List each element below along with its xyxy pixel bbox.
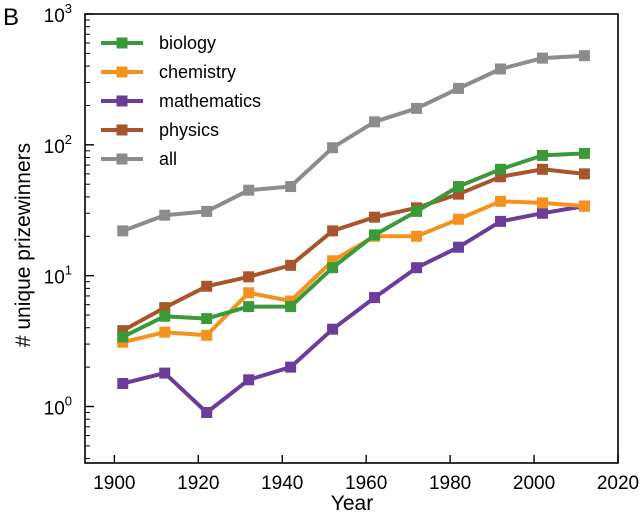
data-point-all bbox=[285, 181, 297, 193]
x-tick-label: 1920 bbox=[177, 473, 219, 494]
legend-swatch-marker bbox=[116, 95, 128, 107]
data-point-physics bbox=[369, 211, 381, 223]
data-point-chemistry bbox=[494, 195, 506, 207]
series-physics bbox=[117, 163, 590, 337]
data-point-physics bbox=[453, 188, 465, 200]
y-tick-label: 103 bbox=[44, 1, 72, 27]
data-point-physics bbox=[327, 225, 339, 237]
data-point-biology bbox=[159, 310, 171, 322]
data-point-biology bbox=[411, 205, 423, 217]
y-tick-label: 101 bbox=[44, 263, 72, 289]
data-point-all bbox=[327, 142, 339, 154]
data-point-all bbox=[578, 50, 590, 62]
data-point-physics bbox=[536, 163, 548, 175]
data-point-chemistry bbox=[201, 329, 213, 341]
legend-item-biology: biology bbox=[101, 33, 216, 53]
data-point-mathematics bbox=[243, 374, 255, 386]
legend: biology chemistry mathematics physics all bbox=[101, 33, 261, 169]
data-point-mathematics bbox=[201, 406, 213, 418]
series-line-biology bbox=[121, 151, 585, 339]
legend-label-biology: biology bbox=[159, 33, 216, 53]
plot-axes: 1900 1920 1940 1960 1980 2000 2020 100 101 102 103 bbox=[44, 1, 640, 494]
series-line-all bbox=[122, 53, 585, 233]
data-point-all bbox=[201, 205, 213, 217]
legend-swatch-marker bbox=[116, 124, 128, 136]
data-point-mathematics bbox=[494, 215, 506, 227]
legend-item-all: all bbox=[101, 149, 177, 169]
data-point-biology bbox=[243, 301, 255, 313]
data-point-biology bbox=[536, 149, 548, 161]
data-point-all bbox=[159, 209, 171, 221]
data-point-biology bbox=[494, 163, 506, 175]
data-point-all bbox=[536, 52, 548, 64]
series-layer bbox=[117, 50, 590, 418]
data-point-chemistry bbox=[453, 213, 465, 225]
data-point-biology bbox=[285, 301, 297, 313]
legend-label-chemistry: chemistry bbox=[159, 62, 236, 82]
y-tick-label: 100 bbox=[44, 394, 72, 420]
data-point-all bbox=[117, 225, 129, 237]
data-point-physics bbox=[243, 271, 255, 283]
x-axis-title: Year bbox=[331, 492, 373, 515]
legend-swatch-marker bbox=[116, 37, 128, 49]
series-mathematics bbox=[117, 200, 590, 418]
x-tick-label: 1900 bbox=[93, 473, 135, 494]
x-tick-label: 1960 bbox=[345, 473, 387, 494]
series-biology bbox=[117, 147, 590, 343]
legend-label-all: all bbox=[159, 149, 177, 169]
data-point-all bbox=[369, 116, 381, 128]
data-point-chemistry bbox=[243, 287, 255, 299]
legend-item-mathematics: mathematics bbox=[101, 91, 261, 111]
data-point-all bbox=[494, 63, 506, 75]
y-axis-title: # unique prizewinners bbox=[12, 143, 35, 347]
data-point-physics bbox=[159, 302, 171, 314]
data-point-mathematics bbox=[411, 262, 423, 274]
data-point-all bbox=[411, 102, 423, 114]
panel-label: B bbox=[3, 4, 19, 31]
data-point-biology bbox=[201, 313, 213, 325]
data-point-biology bbox=[578, 147, 590, 159]
series-line-mathematics bbox=[122, 204, 585, 415]
data-point-physics bbox=[201, 280, 213, 292]
data-point-mathematics bbox=[159, 367, 171, 379]
data-point-chemistry bbox=[536, 197, 548, 209]
data-point-mathematics bbox=[536, 207, 548, 219]
data-point-chemistry bbox=[285, 295, 297, 307]
x-tick-label: 1940 bbox=[261, 473, 303, 494]
data-point-chemistry bbox=[578, 200, 590, 212]
data-point-physics bbox=[117, 325, 129, 337]
data-point-biology bbox=[117, 331, 129, 343]
data-point-mathematics bbox=[453, 241, 465, 253]
y-tick-label: 102 bbox=[44, 132, 72, 158]
legend-item-chemistry: chemistry bbox=[101, 62, 236, 82]
data-point-biology bbox=[453, 181, 465, 193]
data-point-biology bbox=[369, 229, 381, 241]
series-line-chemistry bbox=[122, 199, 585, 345]
data-point-all bbox=[243, 184, 255, 196]
legend-item-physics: physics bbox=[101, 120, 219, 140]
data-point-mathematics bbox=[327, 323, 339, 335]
data-point-biology bbox=[327, 262, 339, 274]
series-all bbox=[117, 50, 590, 237]
data-point-mathematics bbox=[117, 377, 129, 389]
legend-label-physics: physics bbox=[159, 120, 219, 140]
data-point-chemistry bbox=[411, 230, 423, 242]
x-tick-label: 1980 bbox=[429, 473, 471, 494]
series-line-physics bbox=[121, 167, 585, 333]
data-point-all bbox=[453, 82, 465, 94]
x-tick-label: 2020 bbox=[597, 473, 639, 494]
legend-label-mathematics: mathematics bbox=[159, 91, 261, 111]
data-point-physics bbox=[578, 168, 590, 180]
data-point-physics bbox=[494, 171, 506, 183]
x-tick-label: 2000 bbox=[513, 473, 555, 494]
plot-frame bbox=[84, 13, 619, 464]
data-point-physics bbox=[285, 259, 297, 271]
data-point-mathematics bbox=[285, 361, 297, 373]
data-point-chemistry bbox=[159, 326, 171, 338]
data-point-chemistry bbox=[327, 255, 339, 267]
data-point-mathematics bbox=[369, 292, 381, 304]
legend-swatch-marker bbox=[116, 153, 128, 165]
legend-swatch-marker bbox=[116, 66, 128, 78]
